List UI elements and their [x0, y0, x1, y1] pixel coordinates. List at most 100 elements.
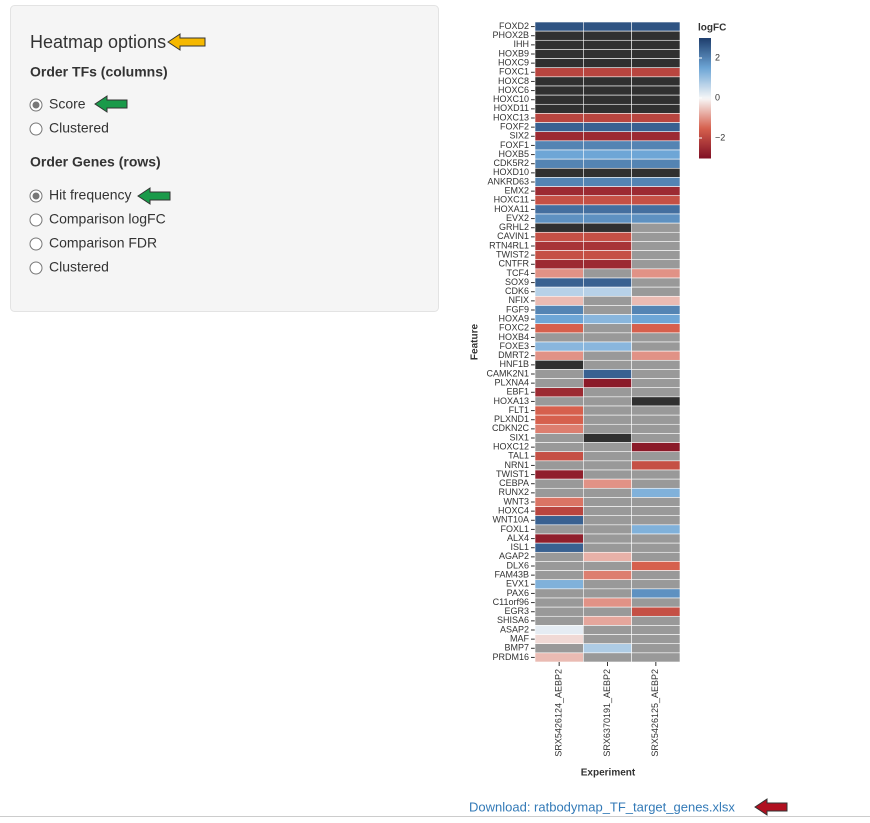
heatmap-cell: [583, 305, 632, 315]
heatmap-cell: [534, 469, 584, 480]
row-label: FOXC2: [499, 323, 529, 333]
row-label: PLXND1: [494, 414, 529, 424]
heatmap-cell: [534, 533, 584, 544]
colorbar-tick-label: 2: [715, 52, 720, 62]
heatmap-cell: [534, 323, 584, 334]
heatmap-cell: [631, 204, 681, 215]
heatmap-cell: [631, 122, 681, 133]
colorbar-step: [699, 56, 711, 59]
heatmap-cell: [583, 615, 632, 626]
row-label: EGR3: [504, 606, 529, 616]
heatmap-cell: [583, 268, 632, 279]
heatmap-cell: [534, 167, 584, 178]
heatmap-cell: [534, 405, 584, 416]
heatmap-cell: [534, 67, 584, 78]
row-label: GRHL2: [499, 222, 529, 232]
heatmap-cell: [631, 277, 681, 288]
radio-label[interactable]: Comparison logFC: [49, 211, 166, 227]
heatmap-cell: [631, 113, 681, 123]
row-label: ALX4: [507, 533, 529, 543]
heatmap-cell: [631, 396, 681, 407]
heatmap-cell: [583, 241, 632, 251]
radio-label[interactable]: Hit frequency: [49, 187, 131, 203]
heatmap-cell: [583, 177, 632, 187]
colorbar-step: [699, 132, 711, 135]
radio-label[interactable]: Comparison FDR: [49, 235, 157, 251]
colorbar-step: [699, 42, 711, 45]
row-label: PHOX2B: [492, 30, 529, 40]
radio[interactable]: [29, 122, 43, 136]
heatmap-cell: [583, 21, 632, 32]
colorbar-step: [699, 60, 711, 63]
colorbar-step: [699, 128, 711, 131]
heatmap-cell: [534, 542, 584, 553]
row-label: HOXC10: [493, 94, 529, 104]
row-label: BMP7: [504, 643, 529, 653]
row-label: EBF1: [506, 387, 529, 397]
heatmap-cell: [583, 396, 632, 407]
row-label: FOXL1: [500, 524, 529, 534]
heatmap-cell: [534, 76, 584, 87]
radio-label[interactable]: Score: [49, 96, 86, 112]
heatmap-cell: [583, 67, 632, 78]
colorbar-step: [699, 138, 711, 141]
heatmap-cell: [534, 506, 584, 517]
heatmap-cell: [583, 113, 632, 123]
heatmap-cell: [583, 542, 632, 553]
download-link[interactable]: Download: ratbodymap_TF_target_genes.xls…: [469, 799, 735, 814]
heatmap-cell: [583, 625, 632, 635]
heatmap-cell: [534, 634, 584, 645]
row-label: HOXC13: [493, 112, 529, 122]
colorbar-step: [699, 120, 711, 123]
row-label: HNF1B: [499, 359, 529, 369]
row-label: HOXA9: [498, 314, 529, 324]
heatmap-cell: [631, 515, 681, 526]
colorbar-step: [699, 148, 711, 151]
heatmap-cell: [534, 222, 584, 233]
colorbar-step: [699, 122, 711, 125]
heatmap-cell: [534, 524, 584, 535]
heatmap-cell: [534, 103, 584, 114]
heatmap-cell: [583, 204, 632, 215]
heatmap-cell: [631, 460, 681, 471]
heatmap-cell: [583, 250, 632, 261]
row-label: PLXNA4: [494, 378, 529, 388]
colorbar-step: [699, 90, 711, 93]
radio[interactable]: [29, 213, 43, 227]
heatmap-cell: [631, 405, 681, 416]
row-label: HOXA13: [493, 396, 529, 406]
heatmap-cell: [534, 369, 584, 379]
colorbar-step: [699, 40, 711, 43]
row-label: NFIX: [508, 295, 529, 305]
heatmap-cell: [534, 286, 584, 297]
colorbar-step: [699, 124, 711, 127]
radio-label[interactable]: Clustered: [49, 259, 109, 275]
heatmap-cell: [583, 533, 632, 544]
row-label: HOXA11: [494, 204, 529, 214]
arrow: [94, 95, 128, 113]
heatmap-cell: [583, 478, 632, 489]
radio-label[interactable]: Clustered: [49, 120, 109, 136]
row-label: HOXC11: [494, 195, 529, 205]
arrow: [167, 33, 206, 51]
heatmap-cell: [583, 295, 632, 306]
heatmap-cell: [534, 231, 584, 242]
heatmap-cell: [631, 561, 681, 571]
heatmap-cell: [631, 542, 681, 553]
heatmap-cell: [583, 433, 632, 443]
heatmap-cell: [583, 231, 632, 242]
heatmap-cell: [631, 103, 681, 114]
row-label: CAMK2N1: [486, 368, 529, 378]
heatmap-cell: [631, 442, 681, 453]
heatmap-cell: [631, 94, 681, 105]
heatmap-cell: [631, 250, 681, 261]
heatmap-cell: [534, 442, 584, 453]
heatmap-cell: [534, 122, 584, 133]
heatmap-cell: [583, 451, 632, 462]
heatmap-cell: [631, 478, 681, 489]
radio[interactable]: [29, 237, 43, 251]
heatmap-cell: [534, 561, 584, 571]
heatmap-cell: [631, 231, 681, 242]
radio[interactable]: [29, 261, 43, 275]
